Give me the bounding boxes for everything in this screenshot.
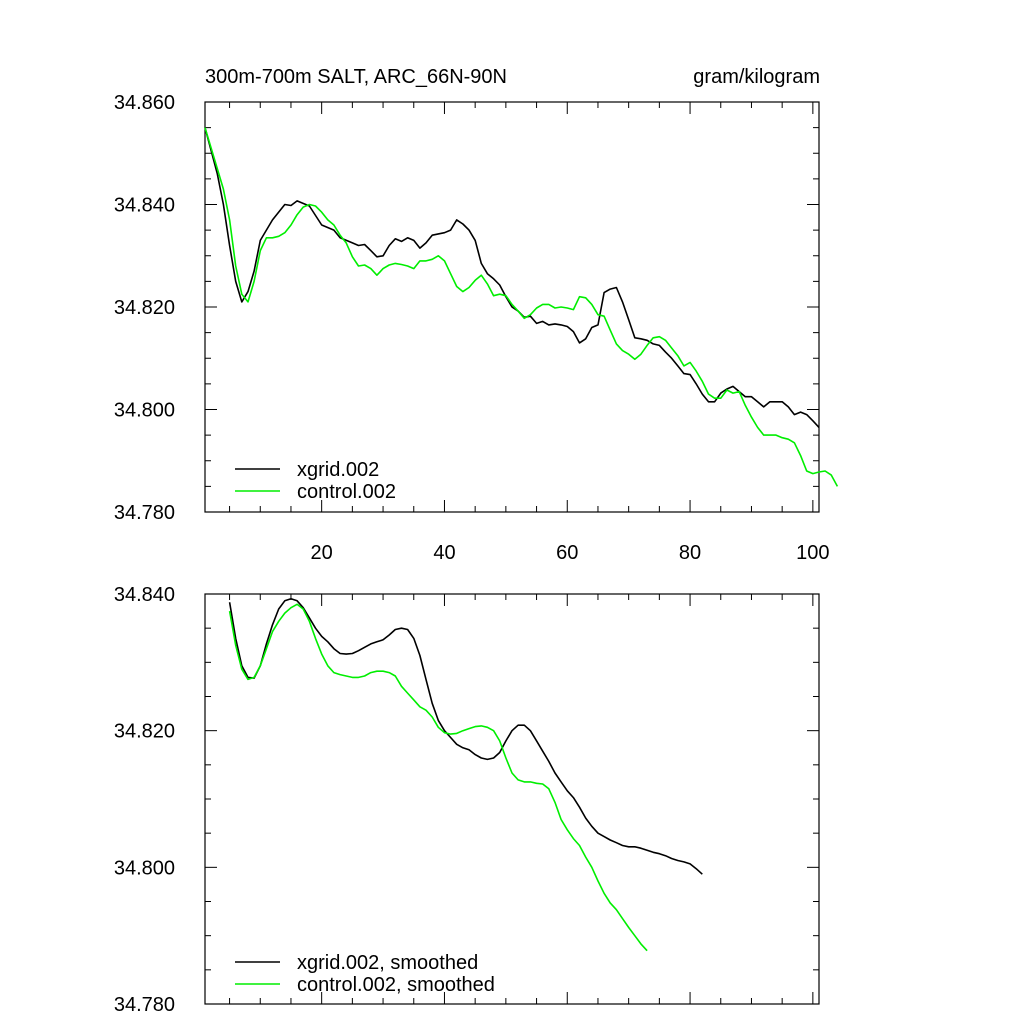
y-tick-label: 34.780 <box>114 502 175 524</box>
series-line-xgrid-002 <box>204 127 820 428</box>
y-tick-label: 34.800 <box>114 857 175 879</box>
top-series <box>204 127 839 487</box>
series-line-control-002-smoothed <box>228 603 648 952</box>
top-x-tick-labels: 20 40 60 80 100 <box>311 542 830 564</box>
series-line-control-002 <box>204 127 839 487</box>
top-y-tick-labels: 34.780 34.800 34.820 34.840 34.860 <box>114 92 175 524</box>
legend-label-control: control.002 <box>297 481 396 503</box>
bottom-plot-frame <box>204 593 820 1005</box>
legend-label-control-smoothed: control.002, smoothed <box>297 974 495 996</box>
y-tick-label: 34.840 <box>114 195 175 217</box>
legend-label-xgrid-smoothed: xgrid.002, smoothed <box>297 952 478 974</box>
x-tick-label: 80 <box>679 542 701 564</box>
y-tick-label: 34.840 <box>114 584 175 606</box>
top-ticks <box>205 101 819 513</box>
series-line-xgrid-002-smoothed <box>228 598 703 875</box>
x-tick-label: 40 <box>433 542 455 564</box>
top-legend: xgrid.002 control.002 <box>235 459 396 503</box>
bottom-series <box>228 598 703 952</box>
bottom-y-tick-labels: 34.780 34.800 34.820 34.840 <box>114 584 175 1016</box>
x-tick-label: 60 <box>556 542 578 564</box>
chart-title: 300m-700m SALT, ARC_66N-90N <box>205 66 507 88</box>
bottom-chart: 34.780 34.800 34.820 34.840 xgrid.002, smoo… <box>114 584 820 1016</box>
y-tick-label: 34.800 <box>114 400 175 422</box>
top-chart: 300m-700m SALT, ARC_66N-90N gram/kilogra… <box>114 66 839 564</box>
units-label: gram/kilogram <box>693 66 820 88</box>
x-tick-label: 20 <box>311 542 333 564</box>
y-tick-label: 34.780 <box>114 994 175 1016</box>
legend-label-xgrid: xgrid.002 <box>297 459 379 481</box>
bottom-ticks <box>205 593 819 1005</box>
bottom-legend: xgrid.002, smoothed control.002, smoothe… <box>235 952 495 996</box>
y-tick-label: 34.820 <box>114 721 175 743</box>
y-tick-label: 34.820 <box>114 297 175 319</box>
x-tick-label: 100 <box>796 542 829 564</box>
y-tick-label: 34.860 <box>114 92 175 114</box>
